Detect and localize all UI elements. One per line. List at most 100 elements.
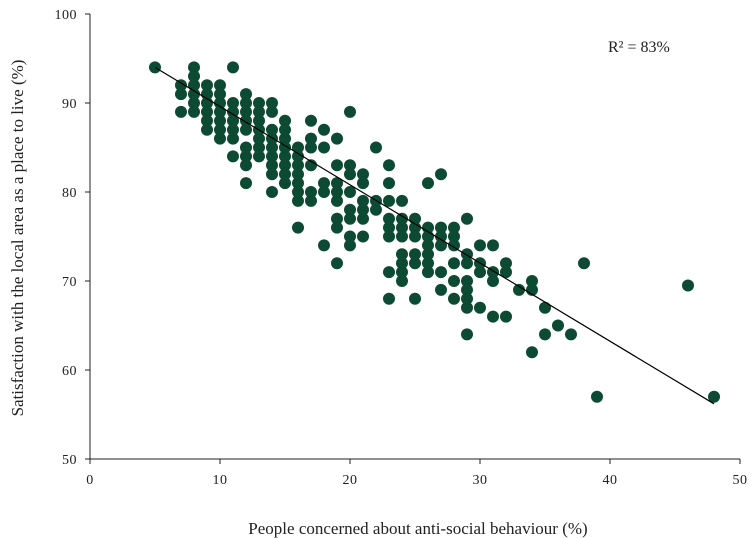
data-point [318, 239, 330, 252]
data-point [383, 159, 395, 172]
data-point [253, 132, 265, 145]
data-point [253, 105, 265, 118]
data-point [240, 105, 252, 118]
data-point [396, 212, 408, 225]
data-point [201, 79, 213, 92]
data-point [292, 177, 304, 190]
data-point [188, 70, 200, 83]
data-point [240, 141, 252, 154]
data-point [383, 194, 395, 207]
data-point [331, 194, 343, 207]
data-point [279, 150, 291, 163]
data-point [513, 283, 525, 296]
data-point [188, 88, 200, 101]
data-point [422, 266, 434, 279]
data-point [448, 221, 460, 234]
data-point [370, 141, 382, 154]
data-point [539, 301, 551, 314]
r-squared-annotation: R² = 83% [608, 39, 670, 56]
data-point [240, 123, 252, 136]
data-point [279, 159, 291, 172]
data-point [292, 150, 304, 163]
data-point [331, 159, 343, 172]
y-tick-label: 100 [55, 8, 78, 23]
data-point [578, 257, 590, 270]
data-point [279, 177, 291, 190]
data-point [682, 279, 694, 292]
data-point [292, 186, 304, 198]
data-point [396, 194, 408, 207]
data-point [240, 159, 252, 172]
data-point [266, 97, 278, 109]
data-point [227, 150, 239, 163]
data-point [331, 212, 343, 225]
data-point [201, 114, 213, 127]
data-point [357, 177, 369, 190]
data-point [448, 292, 460, 305]
data-point [344, 230, 356, 243]
y-tick-label: 80 [62, 186, 77, 201]
data-point [448, 275, 460, 287]
data-point [266, 141, 278, 154]
data-point [435, 283, 447, 296]
data-point [448, 230, 460, 243]
axis-ticks [85, 13, 741, 464]
data-point [500, 257, 512, 270]
data-point [305, 114, 317, 127]
data-point [422, 248, 434, 261]
data-point [214, 88, 226, 101]
data-point [474, 239, 486, 252]
data-point [240, 97, 252, 109]
data-point [461, 292, 473, 305]
data-point [396, 248, 408, 261]
data-point [266, 150, 278, 163]
data-point [227, 123, 239, 136]
data-point [396, 275, 408, 287]
y-tick-label: 90 [62, 97, 77, 112]
data-point [357, 212, 369, 225]
data-point [500, 266, 512, 279]
x-tick-label: 10 [213, 473, 228, 488]
data-point [422, 239, 434, 252]
data-point [253, 150, 265, 163]
data-point [435, 230, 447, 243]
data-point [240, 88, 252, 101]
data-point [214, 97, 226, 109]
data-point [305, 141, 317, 154]
data-point [383, 177, 395, 190]
data-point [487, 239, 499, 252]
data-point [227, 132, 239, 145]
data-point [435, 168, 447, 181]
data-point [253, 97, 265, 109]
data-point [526, 275, 538, 287]
data-point [240, 177, 252, 190]
data-point [396, 221, 408, 234]
data-point [292, 168, 304, 181]
data-point [422, 257, 434, 270]
data-point [292, 194, 304, 207]
x-tick-label: 20 [343, 473, 358, 488]
data-point [383, 221, 395, 234]
data-point [708, 390, 720, 403]
data-point [357, 230, 369, 243]
data-point [487, 275, 499, 287]
data-point [331, 132, 343, 145]
data-point [344, 212, 356, 225]
data-point [448, 239, 460, 252]
data-point [461, 212, 473, 225]
data-point [344, 159, 356, 172]
data-point [188, 105, 200, 118]
y-tick-label: 60 [62, 364, 77, 379]
data-point [461, 283, 473, 296]
x-tick-label: 40 [603, 473, 618, 488]
data-point [279, 114, 291, 127]
data-point [344, 203, 356, 216]
data-point [201, 105, 213, 118]
data-point [175, 105, 187, 118]
data-point [292, 159, 304, 172]
data-point [435, 221, 447, 234]
data-point [370, 203, 382, 216]
data-point [474, 301, 486, 314]
data-point [201, 123, 213, 136]
data-point [422, 177, 434, 190]
